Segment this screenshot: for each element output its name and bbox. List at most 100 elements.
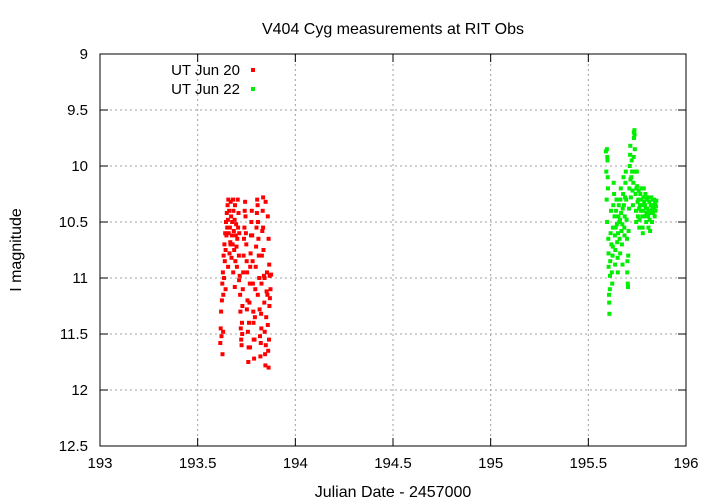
data-point-series-1 xyxy=(632,136,636,140)
data-point-series-1 xyxy=(628,143,633,148)
data-point-series-1 xyxy=(605,220,610,224)
data-point-series-1 xyxy=(604,197,609,202)
data-point-series-0 xyxy=(228,242,233,247)
data-point-series-0 xyxy=(227,225,232,230)
data-point-series-0 xyxy=(232,248,237,252)
data-point-series-1 xyxy=(605,186,610,191)
data-point-series-0 xyxy=(237,278,242,283)
data-point-series-1 xyxy=(612,233,617,238)
data-point-series-1 xyxy=(641,195,646,200)
data-point-series-1 xyxy=(641,208,645,213)
data-point-series-1 xyxy=(619,211,624,215)
data-point-series-1 xyxy=(643,192,648,196)
data-point-series-0 xyxy=(250,259,255,264)
data-point-series-0 xyxy=(256,253,261,258)
data-point-series-0 xyxy=(224,233,229,238)
data-point-series-0 xyxy=(241,253,246,258)
data-point-series-1 xyxy=(621,203,626,208)
data-point-series-1 xyxy=(627,186,632,191)
grid-lines xyxy=(100,54,686,446)
data-point-series-1 xyxy=(622,214,627,219)
data-point-series-0 xyxy=(230,220,235,224)
data-point-series-0 xyxy=(223,248,228,252)
data-point-series-1 xyxy=(614,208,619,213)
data-point-series-0 xyxy=(233,203,237,208)
data-point-series-0 xyxy=(250,281,255,286)
data-point-series-1 xyxy=(613,225,618,230)
data-point-series-0 xyxy=(262,329,267,334)
data-point-series-1 xyxy=(606,236,611,241)
data-point-series-0 xyxy=(261,225,266,230)
data-point-series-1 xyxy=(628,177,633,182)
data-point-series-1 xyxy=(614,197,619,202)
data-point-series-0 xyxy=(261,273,266,278)
data-point-series-0 xyxy=(236,225,241,230)
data-point-series-1 xyxy=(616,203,621,208)
data-point-series-0 xyxy=(219,334,224,339)
data-point-series-1 xyxy=(607,287,612,292)
y-tick-label: 9.5 xyxy=(67,102,88,119)
data-point-series-1 xyxy=(619,242,624,247)
data-point-series-0 xyxy=(224,211,229,215)
data-point-series-1 xyxy=(648,229,653,233)
data-point-series-0 xyxy=(243,231,248,236)
data-point-series-0 xyxy=(232,217,237,222)
data-point-series-0 xyxy=(245,270,250,275)
data-point-series-1 xyxy=(606,264,611,269)
data-point-series-1 xyxy=(637,225,642,230)
data-point-series-0 xyxy=(231,197,235,202)
data-point-series-1 xyxy=(622,225,627,230)
data-point-series-1 xyxy=(630,169,635,174)
data-point-series-0 xyxy=(256,220,260,224)
data-point-series-1 xyxy=(606,251,611,256)
y-tick-label: 10.5 xyxy=(59,214,88,231)
y-tick-label: 9 xyxy=(80,46,88,63)
data-point-series-0 xyxy=(235,197,240,202)
data-point-series-1 xyxy=(624,197,629,202)
data-point-series-1 xyxy=(647,217,652,222)
data-point-series-0 xyxy=(255,197,260,202)
data-point-series-1 xyxy=(635,214,640,219)
data-point-series-1 xyxy=(620,222,625,227)
data-point-series-0 xyxy=(254,211,259,215)
x-tick-label: 193.5 xyxy=(179,455,217,472)
data-point-series-1 xyxy=(622,233,627,238)
data-point-series-0 xyxy=(219,309,224,314)
data-point-series-0 xyxy=(236,211,241,215)
data-point-series-1 xyxy=(650,220,654,224)
data-point-series-0 xyxy=(238,309,243,314)
data-point-series-1 xyxy=(645,206,650,211)
data-point-series-1 xyxy=(649,195,654,200)
data-point-series-1 xyxy=(609,208,613,213)
data-point-series-1 xyxy=(623,180,628,185)
data-point-series-1 xyxy=(618,251,623,256)
data-point-series-1 xyxy=(610,281,615,286)
data-point-series-0 xyxy=(242,208,247,213)
legend-label-ut-jun-22: UT Jun 22 xyxy=(171,81,240,98)
data-point-series-1 xyxy=(616,214,621,219)
data-point-series-0 xyxy=(233,259,238,264)
data-point-series-0 xyxy=(244,242,249,247)
data-point-series-1 xyxy=(610,225,615,230)
data-point-series-0 xyxy=(262,300,267,305)
data-point-series-1 xyxy=(652,197,656,202)
data-point-series-0 xyxy=(267,304,272,308)
axis-ticks: 193 193.5 194 194.5 195 195.5 196 9 9.5 10 10.5 11 1… xyxy=(59,46,699,472)
y-tick-label: 12 xyxy=(71,382,88,399)
data-point-series-1 xyxy=(618,186,623,191)
data-point-series-1 xyxy=(626,285,630,289)
data-point-series-1 xyxy=(607,311,612,316)
data-point-series-1 xyxy=(607,292,611,297)
data-point-series-1 xyxy=(614,222,619,227)
data-point-series-0 xyxy=(263,199,268,204)
data-point-series-0 xyxy=(225,203,230,208)
data-point-series-1 xyxy=(605,155,610,159)
data-point-series-1 xyxy=(644,220,649,224)
legend-label-ut-jun-20: UT Jun 20 xyxy=(171,62,240,79)
x-tick-label: 196 xyxy=(673,455,698,472)
data-point-series-0 xyxy=(219,298,224,303)
data-point-series-1 xyxy=(639,186,644,191)
data-point-series-0 xyxy=(231,229,236,233)
data-point-series-1 xyxy=(613,262,618,267)
data-point-series-0 xyxy=(258,354,263,359)
